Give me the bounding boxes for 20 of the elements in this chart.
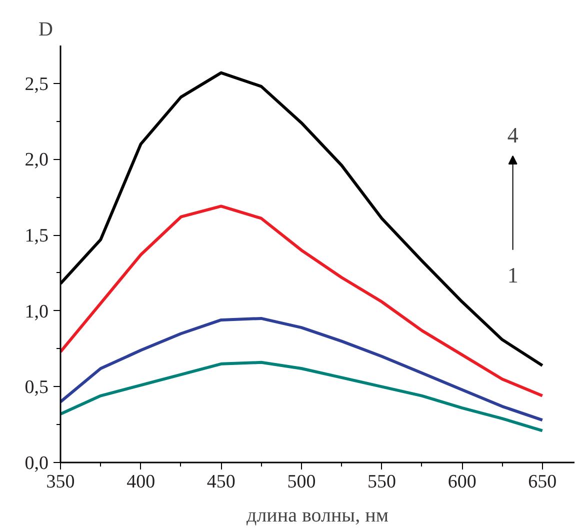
line-series <box>60 316 544 422</box>
x-axis-title: длина волны, нм <box>246 504 389 526</box>
annotation: 4 <box>507 122 518 148</box>
y-tick-label: 2,5 <box>24 74 48 95</box>
x-tick-label: 600 <box>448 472 476 492</box>
y-tick-label: 0,0 <box>24 453 48 474</box>
x-tick-label: 400 <box>126 472 156 492</box>
line-series <box>60 360 544 432</box>
annotation: 1 <box>507 262 518 288</box>
x-tick-label: 350 <box>46 472 75 492</box>
y-tick-label: 2,0 <box>24 150 48 171</box>
x-tick-label: 500 <box>287 472 316 492</box>
y-tick-label: 1,5 <box>24 226 48 247</box>
line-series <box>60 204 544 398</box>
y-tick-label: 1,0 <box>24 301 48 322</box>
y-axis-title: D <box>38 18 53 40</box>
y-tick-label: 0,5 <box>24 377 48 398</box>
x-tick-label: 550 <box>368 472 396 492</box>
x-tick-label: 450 <box>206 472 236 492</box>
x-tick-label: 650 <box>528 472 557 492</box>
